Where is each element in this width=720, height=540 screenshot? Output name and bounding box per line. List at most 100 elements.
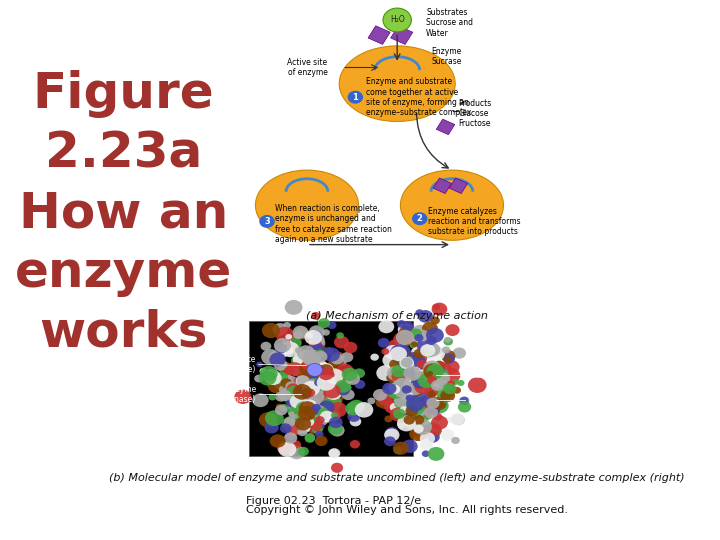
Circle shape: [296, 375, 309, 387]
Circle shape: [397, 384, 414, 398]
Circle shape: [293, 394, 301, 400]
Circle shape: [316, 408, 329, 418]
Circle shape: [405, 394, 415, 402]
Circle shape: [259, 368, 266, 374]
Circle shape: [428, 397, 433, 402]
Circle shape: [310, 403, 322, 413]
Circle shape: [306, 364, 318, 374]
Text: enzyme: enzyme: [14, 249, 232, 296]
Circle shape: [394, 378, 411, 392]
Circle shape: [301, 370, 307, 376]
Circle shape: [277, 349, 288, 358]
Circle shape: [348, 400, 365, 414]
Text: Enzyme
(hexokinase): Enzyme (hexokinase): [207, 384, 256, 404]
Circle shape: [433, 413, 443, 421]
Circle shape: [292, 413, 310, 428]
Circle shape: [409, 415, 423, 427]
Circle shape: [348, 409, 358, 417]
Circle shape: [415, 340, 426, 349]
Circle shape: [314, 409, 330, 423]
Circle shape: [275, 343, 287, 353]
Circle shape: [402, 386, 412, 394]
Circle shape: [306, 332, 313, 339]
Circle shape: [393, 332, 412, 348]
Circle shape: [400, 413, 411, 422]
Circle shape: [402, 335, 413, 344]
Circle shape: [414, 334, 423, 342]
Circle shape: [402, 392, 413, 401]
Circle shape: [408, 352, 419, 361]
Circle shape: [287, 343, 297, 352]
Circle shape: [394, 447, 403, 454]
Circle shape: [406, 406, 423, 420]
Circle shape: [402, 321, 414, 332]
Circle shape: [397, 368, 413, 381]
Circle shape: [313, 365, 325, 375]
Circle shape: [393, 368, 402, 376]
Circle shape: [420, 395, 433, 406]
Circle shape: [435, 362, 451, 376]
Circle shape: [337, 386, 345, 393]
Circle shape: [314, 358, 326, 368]
Circle shape: [315, 416, 325, 424]
Circle shape: [407, 415, 422, 428]
Circle shape: [423, 422, 442, 438]
Circle shape: [403, 366, 414, 375]
Circle shape: [413, 349, 425, 358]
Circle shape: [299, 362, 312, 374]
Circle shape: [400, 356, 418, 371]
Circle shape: [286, 363, 294, 370]
Circle shape: [268, 377, 287, 393]
Circle shape: [274, 359, 288, 371]
Circle shape: [423, 361, 441, 375]
Circle shape: [354, 380, 365, 389]
Circle shape: [413, 405, 421, 412]
Circle shape: [317, 416, 328, 426]
Circle shape: [424, 407, 432, 414]
Circle shape: [390, 408, 406, 421]
Circle shape: [285, 416, 297, 427]
Circle shape: [412, 212, 428, 225]
Circle shape: [285, 386, 305, 402]
Circle shape: [397, 323, 413, 335]
Circle shape: [395, 370, 408, 381]
Circle shape: [284, 417, 295, 427]
Circle shape: [281, 378, 292, 388]
Circle shape: [424, 349, 433, 357]
Circle shape: [298, 406, 316, 421]
Circle shape: [295, 347, 302, 353]
Circle shape: [295, 421, 311, 434]
Circle shape: [447, 380, 455, 387]
Circle shape: [388, 383, 399, 391]
Circle shape: [345, 373, 360, 385]
Circle shape: [275, 375, 294, 391]
Circle shape: [413, 377, 426, 388]
Circle shape: [384, 345, 402, 360]
Circle shape: [394, 393, 411, 408]
Circle shape: [423, 366, 438, 379]
Circle shape: [343, 342, 357, 353]
Circle shape: [342, 368, 358, 381]
Circle shape: [415, 414, 422, 420]
Circle shape: [260, 366, 278, 381]
Circle shape: [411, 325, 428, 339]
Text: Active site
of enzyme: Active site of enzyme: [287, 58, 328, 77]
Circle shape: [281, 342, 300, 357]
Circle shape: [299, 393, 307, 400]
Circle shape: [317, 372, 331, 384]
Circle shape: [432, 303, 440, 310]
Circle shape: [397, 320, 406, 328]
Circle shape: [378, 397, 392, 409]
Circle shape: [407, 388, 416, 396]
Circle shape: [294, 397, 302, 404]
Circle shape: [384, 428, 400, 441]
Circle shape: [397, 415, 416, 431]
Circle shape: [400, 403, 406, 409]
Text: works: works: [39, 308, 207, 356]
Circle shape: [285, 389, 302, 402]
Circle shape: [402, 367, 420, 382]
Circle shape: [403, 382, 422, 397]
Circle shape: [313, 361, 328, 373]
Circle shape: [297, 375, 310, 387]
Circle shape: [420, 380, 427, 386]
